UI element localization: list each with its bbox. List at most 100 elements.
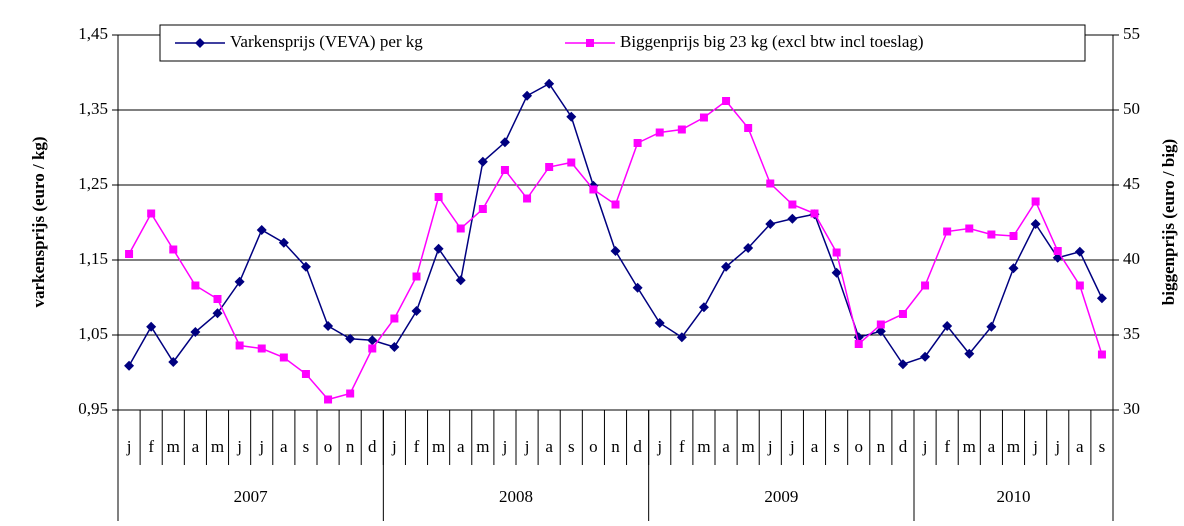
x-tick-label: m xyxy=(963,437,976,456)
point xyxy=(987,230,996,239)
point xyxy=(743,243,754,253)
x-tick-label: a xyxy=(192,437,200,456)
legend-label: Biggenprijs big 23 kg (excl btw incl toe… xyxy=(620,32,924,51)
point xyxy=(323,321,334,331)
x-tick-label: j xyxy=(789,437,795,456)
point xyxy=(677,125,686,134)
x-tick-label: a xyxy=(811,437,819,456)
x-tick-label: f xyxy=(679,437,685,456)
x-tick-label: n xyxy=(346,437,355,456)
x-tick-label: j xyxy=(1054,437,1060,456)
point xyxy=(964,348,975,359)
point xyxy=(411,306,422,316)
point xyxy=(921,281,930,290)
x-tick-label: j xyxy=(656,437,662,456)
point xyxy=(125,250,134,258)
x-tick-label: a xyxy=(280,437,288,456)
point xyxy=(213,295,222,303)
x-tick-label: s xyxy=(1099,437,1106,456)
point xyxy=(324,395,333,404)
point xyxy=(499,137,510,148)
point xyxy=(478,205,487,213)
x-tick-label: d xyxy=(899,437,908,456)
point xyxy=(412,272,421,281)
point xyxy=(212,308,223,319)
x-tick-label: f xyxy=(944,437,950,456)
point xyxy=(567,158,576,167)
x-tick-label: m xyxy=(432,437,445,456)
x-tick-label: o xyxy=(589,437,598,456)
point xyxy=(897,359,908,370)
point xyxy=(1053,247,1062,255)
point xyxy=(279,353,288,362)
series-line xyxy=(128,82,1103,367)
y-tick-label: 1,15 xyxy=(78,249,108,268)
x-tick-label: m xyxy=(1007,437,1020,456)
x-tick-label: d xyxy=(368,437,377,456)
point xyxy=(544,78,555,89)
point xyxy=(169,245,178,254)
x-tick-label: m xyxy=(476,437,489,456)
point xyxy=(234,276,245,287)
point xyxy=(390,314,399,323)
point xyxy=(278,237,289,248)
point xyxy=(256,225,267,235)
point xyxy=(876,320,885,329)
y-tick-label: 1,45 xyxy=(78,24,108,43)
x-tick-label: m xyxy=(211,437,224,456)
legend-marker xyxy=(586,39,594,47)
point xyxy=(124,360,135,371)
point xyxy=(875,326,886,337)
point xyxy=(235,341,244,350)
y-tick-label: 0,95 xyxy=(78,399,108,418)
point xyxy=(676,332,687,343)
point xyxy=(698,302,709,313)
x-tick-label: f xyxy=(148,437,154,456)
x-tick-label: j xyxy=(1032,437,1038,456)
x-tick-label: j xyxy=(258,437,264,456)
x-tick-label: a xyxy=(722,437,730,456)
point xyxy=(1030,219,1041,229)
x-tick-label: o xyxy=(854,437,863,456)
x-tick-label: j xyxy=(922,437,928,456)
y2-tick-label: 45 xyxy=(1123,174,1140,193)
y2-tick-label: 40 xyxy=(1123,249,1140,268)
legend-box xyxy=(159,24,1086,62)
point xyxy=(367,335,378,346)
year-label: 2010 xyxy=(997,487,1031,506)
point xyxy=(301,370,310,378)
legend-marker xyxy=(195,38,205,48)
x-tick-label: d xyxy=(633,437,642,456)
point xyxy=(389,342,400,352)
point xyxy=(455,275,466,286)
point xyxy=(456,224,465,233)
y2-tick-label: 55 xyxy=(1123,24,1140,43)
point xyxy=(1008,263,1019,274)
point xyxy=(147,209,156,218)
x-tick-label: s xyxy=(568,437,575,456)
point xyxy=(477,156,488,167)
year-label: 2008 xyxy=(499,487,533,506)
point xyxy=(943,227,952,236)
x-tick-label: j xyxy=(236,437,242,456)
point xyxy=(721,261,732,272)
x-tick-label: j xyxy=(767,437,773,456)
x-tick-label: s xyxy=(833,437,840,456)
y2-tick-label: 30 xyxy=(1123,399,1140,418)
point xyxy=(655,128,664,137)
point xyxy=(965,224,974,233)
point xyxy=(831,267,842,278)
y-axis-label: varkensprijs (euro / kg) xyxy=(29,136,48,307)
x-tick-label: j xyxy=(524,437,530,456)
x-tick-label: j xyxy=(126,437,132,456)
x-tick-label: a xyxy=(1076,437,1084,456)
point xyxy=(765,219,776,229)
x-tick-label: f xyxy=(414,437,420,456)
point xyxy=(1074,246,1085,257)
x-tick-label: n xyxy=(877,437,886,456)
point xyxy=(766,179,775,188)
point xyxy=(523,194,532,203)
point xyxy=(920,351,931,362)
point xyxy=(168,357,179,367)
point xyxy=(191,281,200,290)
